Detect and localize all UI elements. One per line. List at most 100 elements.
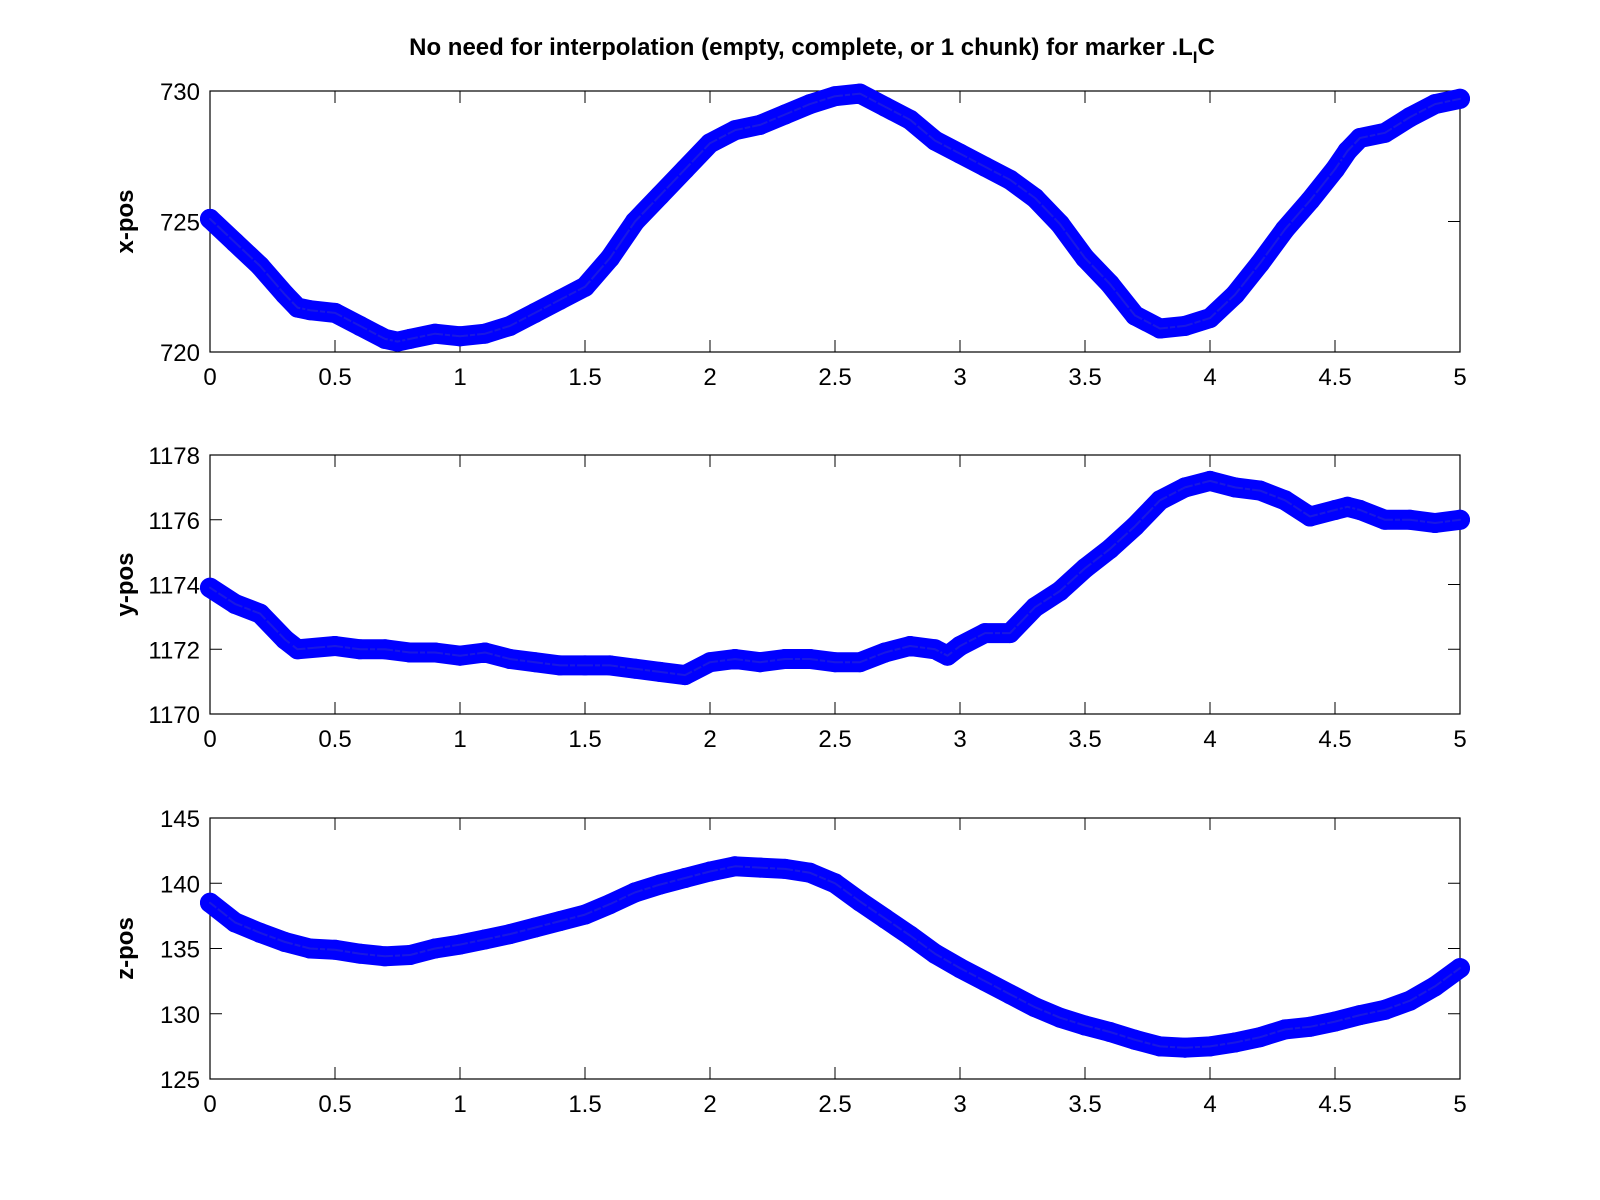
data-point	[550, 655, 570, 676]
data-point	[450, 645, 470, 666]
data-point	[225, 232, 245, 253]
data-point	[1050, 581, 1070, 601]
data-point	[525, 652, 545, 673]
data-point	[1275, 219, 1295, 240]
data-point	[1400, 990, 1420, 1011]
data-point	[800, 649, 820, 669]
data-point	[1200, 1036, 1220, 1057]
y-tick-label: 130	[160, 1002, 200, 1029]
data-point	[1250, 480, 1270, 501]
data-point	[575, 276, 595, 297]
data-point	[525, 302, 545, 323]
data-point	[1375, 509, 1395, 530]
y-tick-label: 730	[160, 79, 200, 106]
x-tick-label: 0	[203, 1091, 216, 1118]
data-point	[900, 925, 920, 946]
data-point	[875, 908, 895, 929]
x-tick-label: 3	[953, 1091, 966, 1118]
chart-title-suffix: C	[1198, 34, 1215, 61]
data-point	[1275, 490, 1295, 511]
x-tick-label: 0	[203, 726, 216, 753]
data-point	[1375, 999, 1395, 1020]
data-point	[975, 971, 995, 992]
y-axis-label: z-pos	[112, 917, 139, 980]
x-tick-label: 2.5	[818, 364, 851, 391]
data-point	[1000, 169, 1020, 190]
data-point	[800, 862, 820, 883]
y-tick-label: 1174	[148, 573, 200, 600]
data-point	[650, 874, 670, 895]
data-point	[800, 94, 820, 115]
chart-title: No need for interpolation (empty, comple…	[409, 34, 1215, 67]
data-point	[700, 133, 720, 154]
data-point	[825, 652, 845, 673]
data-point	[600, 248, 620, 268]
subplot-z-pos: 0 0.5 1 1.5 2 2.5 3 3.5 4 4.5 5 125 130 135 140 145 z-po…	[112, 806, 1470, 1118]
y-tick-label: 1178	[148, 443, 200, 470]
x-tick-label: 0.5	[318, 364, 351, 391]
data-point	[925, 639, 945, 660]
data-point	[850, 83, 870, 104]
x-tick-label: 5	[1453, 726, 1466, 753]
x-tick-label: 5	[1453, 1091, 1466, 1118]
data-point	[925, 943, 945, 964]
data-point	[1337, 496, 1358, 517]
data-point	[425, 323, 445, 344]
data-point	[1025, 188, 1045, 208]
data-point	[1225, 1032, 1245, 1053]
data-point	[350, 315, 370, 336]
x-tick-label: 4.5	[1318, 726, 1351, 753]
data-point	[750, 652, 770, 673]
data-point	[1175, 1037, 1195, 1058]
data-point	[1050, 1007, 1070, 1028]
data-point	[950, 958, 970, 979]
data-point	[575, 655, 595, 676]
x-tick-label: 4	[1203, 364, 1216, 391]
x-tick-label: 3	[953, 364, 966, 391]
data-point	[975, 156, 995, 177]
data-point	[1000, 984, 1020, 1005]
data-point	[450, 934, 470, 955]
data-point	[575, 904, 595, 925]
data-point	[1150, 1036, 1170, 1057]
data-point	[1175, 315, 1195, 336]
data-point	[287, 297, 308, 318]
data-point	[325, 636, 345, 656]
data-point	[1337, 141, 1358, 161]
x-tick-label: 1	[453, 1091, 466, 1118]
chart-title-subscript: I	[1193, 48, 1198, 67]
x-tick-label: 2	[703, 364, 716, 391]
data-point	[325, 302, 345, 323]
data-point	[225, 912, 245, 933]
y-axis-label: x-pos	[112, 189, 139, 253]
data-point	[750, 114, 770, 135]
data-point	[1350, 500, 1370, 520]
data-point	[850, 891, 870, 912]
data-point	[725, 120, 745, 141]
x-tick-label: 1	[453, 364, 466, 391]
data-point	[1100, 1022, 1120, 1042]
chart-title-main: No need for interpolation (empty, comple…	[409, 34, 1193, 61]
data-point	[1325, 159, 1345, 180]
data-point	[1325, 500, 1345, 520]
data-point	[950, 143, 970, 164]
data-point	[350, 639, 370, 660]
x-tick-label: 1.5	[568, 726, 601, 753]
x-tick-label: 1.5	[568, 1091, 601, 1118]
data-point	[900, 109, 920, 130]
data-point	[1350, 128, 1370, 148]
x-tick-label: 2.5	[818, 1091, 851, 1118]
data-point	[600, 655, 620, 676]
data-point	[1250, 253, 1270, 274]
data-point	[1025, 597, 1045, 618]
data-point	[1300, 506, 1320, 527]
x-tick-label: 5	[1453, 364, 1466, 391]
x-tick-label: 4	[1203, 726, 1216, 753]
subplot-y-pos: 0 0.5 1 1.5 2 2.5 3 3.5 4 4.5 5 1170 1172 1174 1176 117…	[112, 443, 1470, 753]
data-point	[900, 636, 920, 656]
data-point	[1125, 516, 1145, 537]
y-tick-label: 140	[160, 871, 200, 898]
data-point	[275, 629, 295, 650]
x-tick-label: 4.5	[1318, 1091, 1351, 1118]
data-point	[1075, 248, 1095, 268]
